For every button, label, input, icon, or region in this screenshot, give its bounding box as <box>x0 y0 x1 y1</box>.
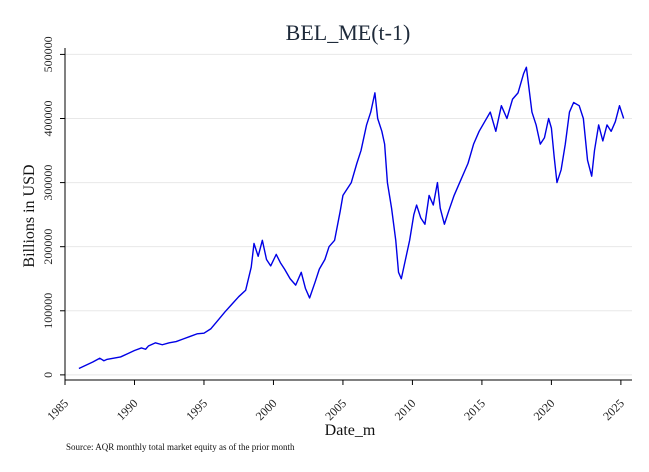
y-tick-label: 500000 <box>41 36 55 72</box>
y-tick-label: 300000 <box>41 165 55 201</box>
y-axis-label: Billions in USD <box>21 164 38 267</box>
x-axis-label: Date_m <box>325 422 376 439</box>
x-tick-label: 2005 <box>322 396 349 423</box>
chart-title: BEL_ME(t-1) <box>286 20 411 45</box>
series-line <box>78 66 625 370</box>
x-tick-label: 2020 <box>531 396 558 423</box>
x-tick-label: 2000 <box>253 396 280 423</box>
gridlines <box>65 53 632 376</box>
x-tick-label: 2015 <box>461 396 488 423</box>
source-note: Source: AQR monthly total market equity … <box>66 442 295 452</box>
series-layer <box>78 66 625 370</box>
y-tick-label: 200000 <box>41 229 55 265</box>
x-tick-label: 2025 <box>600 396 627 423</box>
y-tick-label: 100000 <box>41 293 55 329</box>
x-tick-label: 2010 <box>392 396 419 423</box>
x-tick-label: 1990 <box>114 396 141 423</box>
x-tick-label: 1985 <box>44 396 71 423</box>
y-tick-label: 0 <box>41 372 55 378</box>
x-tick-label: 1995 <box>183 396 210 423</box>
y-tick-label: 400000 <box>41 101 55 137</box>
